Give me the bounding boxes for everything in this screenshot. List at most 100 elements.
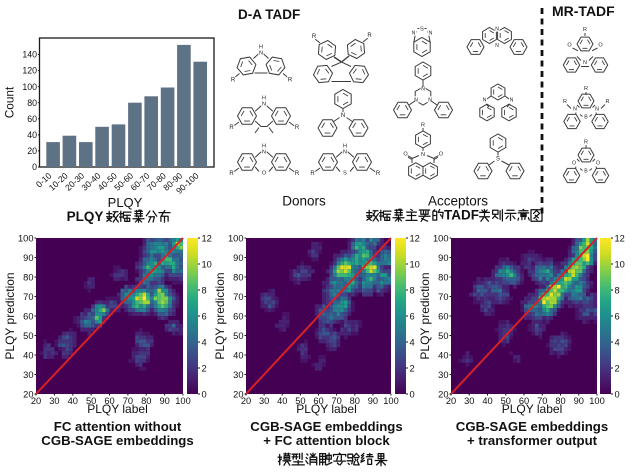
svg-text:60: 60	[438, 311, 448, 321]
svg-text:40: 40	[482, 396, 492, 406]
svg-text:PLQY prediction: PLQY prediction	[418, 272, 432, 359]
svg-text:30: 30	[464, 396, 474, 406]
svg-text:8: 8	[202, 285, 207, 295]
svg-text:S: S	[343, 171, 347, 177]
svg-text:60: 60	[233, 311, 243, 321]
svg-text:2: 2	[202, 363, 207, 373]
svg-text:100: 100	[22, 82, 37, 92]
svg-text:O: O	[439, 152, 444, 158]
svg-text:N: N	[262, 102, 266, 108]
svg-text:CGB-SAGE embeddings: CGB-SAGE embeddings	[456, 419, 608, 434]
svg-text:70: 70	[23, 292, 33, 302]
svg-text:R: R	[421, 123, 425, 129]
svg-text:+ transformer output: + transformer output	[467, 433, 598, 448]
svg-text:50: 50	[233, 331, 243, 341]
svg-text:R: R	[367, 33, 372, 39]
svg-text:R: R	[584, 86, 588, 92]
svg-text:0: 0	[615, 389, 620, 399]
svg-text:S: S	[420, 27, 424, 33]
svg-text:20: 20	[233, 389, 243, 399]
svg-text:B: B	[584, 169, 588, 175]
svg-text:30: 30	[23, 370, 33, 380]
svg-text:B: B	[584, 115, 588, 121]
svg-text:+ FC attention block: + FC attention block	[263, 433, 390, 448]
svg-text:R: R	[563, 99, 567, 105]
svg-text:50: 50	[23, 331, 33, 341]
svg-text:PLQY label: PLQY label	[502, 402, 563, 416]
svg-text:12: 12	[615, 233, 625, 243]
svg-text:80: 80	[27, 98, 37, 108]
svg-text:N: N	[510, 98, 514, 104]
svg-text:30: 30	[233, 370, 243, 380]
svg-text:80: 80	[141, 396, 151, 406]
svg-text:100: 100	[589, 396, 605, 406]
svg-text:N: N	[495, 43, 499, 49]
svg-text:PLQY: PLQY	[108, 195, 143, 210]
svg-text:50: 50	[86, 396, 96, 406]
svg-text:N: N	[341, 113, 345, 119]
svg-text:Acceptors: Acceptors	[428, 194, 488, 209]
svg-text:100: 100	[18, 233, 34, 243]
svg-text:70: 70	[537, 396, 547, 406]
svg-text:30: 30	[438, 370, 448, 380]
svg-text:20: 20	[438, 389, 448, 399]
svg-text:4: 4	[410, 337, 415, 347]
svg-text:0: 0	[202, 389, 207, 399]
svg-text:N: N	[428, 98, 432, 104]
svg-text:PLQY prediction: PLQY prediction	[3, 272, 17, 359]
svg-text:N: N	[412, 31, 416, 37]
svg-text:40: 40	[68, 396, 78, 406]
svg-text:10: 10	[202, 259, 212, 269]
svg-text:20: 20	[446, 396, 456, 406]
svg-text:40: 40	[438, 350, 448, 360]
svg-text:R: R	[312, 34, 317, 40]
svg-text:80: 80	[23, 272, 33, 282]
svg-text:MR-TADF: MR-TADF	[552, 3, 615, 19]
svg-text:120: 120	[22, 66, 37, 76]
svg-text:N: N	[573, 107, 577, 113]
svg-text:R: R	[295, 125, 300, 131]
svg-text:H: H	[262, 96, 266, 102]
svg-text:N: N	[429, 31, 433, 37]
svg-text:70: 70	[233, 292, 243, 302]
svg-text:N: N	[262, 150, 266, 156]
svg-text:20: 20	[23, 389, 33, 399]
svg-text:O: O	[572, 161, 576, 167]
svg-text:12: 12	[202, 233, 212, 243]
svg-text:N: N	[595, 107, 599, 113]
svg-text:70: 70	[438, 292, 448, 302]
svg-text:H: H	[262, 144, 266, 150]
svg-text:PLQY label: PLQY label	[296, 402, 357, 416]
svg-text:R: R	[231, 78, 236, 84]
svg-text:30: 30	[259, 396, 269, 406]
svg-text:Count: Count	[3, 86, 17, 118]
svg-text:90: 90	[368, 396, 378, 406]
svg-text:R: R	[229, 125, 234, 131]
svg-text:0: 0	[32, 162, 37, 172]
svg-text:20: 20	[27, 146, 37, 156]
svg-text:H: H	[343, 144, 347, 150]
svg-text:R: R	[583, 27, 587, 33]
svg-text:O: O	[262, 171, 267, 177]
svg-text:70: 70	[331, 396, 341, 406]
svg-text:8: 8	[615, 285, 620, 295]
svg-text:100: 100	[228, 233, 244, 243]
svg-text:60: 60	[313, 396, 323, 406]
svg-text:R: R	[584, 140, 588, 146]
svg-text:80: 80	[555, 396, 565, 406]
svg-text:90: 90	[574, 396, 584, 406]
svg-text:0: 0	[410, 389, 415, 399]
svg-text:PLQY: PLQY	[67, 209, 104, 224]
svg-text:80: 80	[233, 272, 243, 282]
svg-text:TADF: TADF	[444, 208, 479, 223]
svg-text:2: 2	[615, 363, 620, 373]
svg-text:100: 100	[175, 396, 191, 406]
svg-text:PLQY label: PLQY label	[87, 402, 148, 416]
svg-text:N: N	[414, 98, 418, 104]
svg-text:140: 140	[22, 50, 37, 60]
svg-text:50: 50	[295, 396, 305, 406]
svg-text:O: O	[598, 43, 603, 49]
svg-text:10: 10	[615, 259, 625, 269]
svg-text:N: N	[483, 98, 487, 104]
svg-text:N: N	[421, 87, 425, 93]
